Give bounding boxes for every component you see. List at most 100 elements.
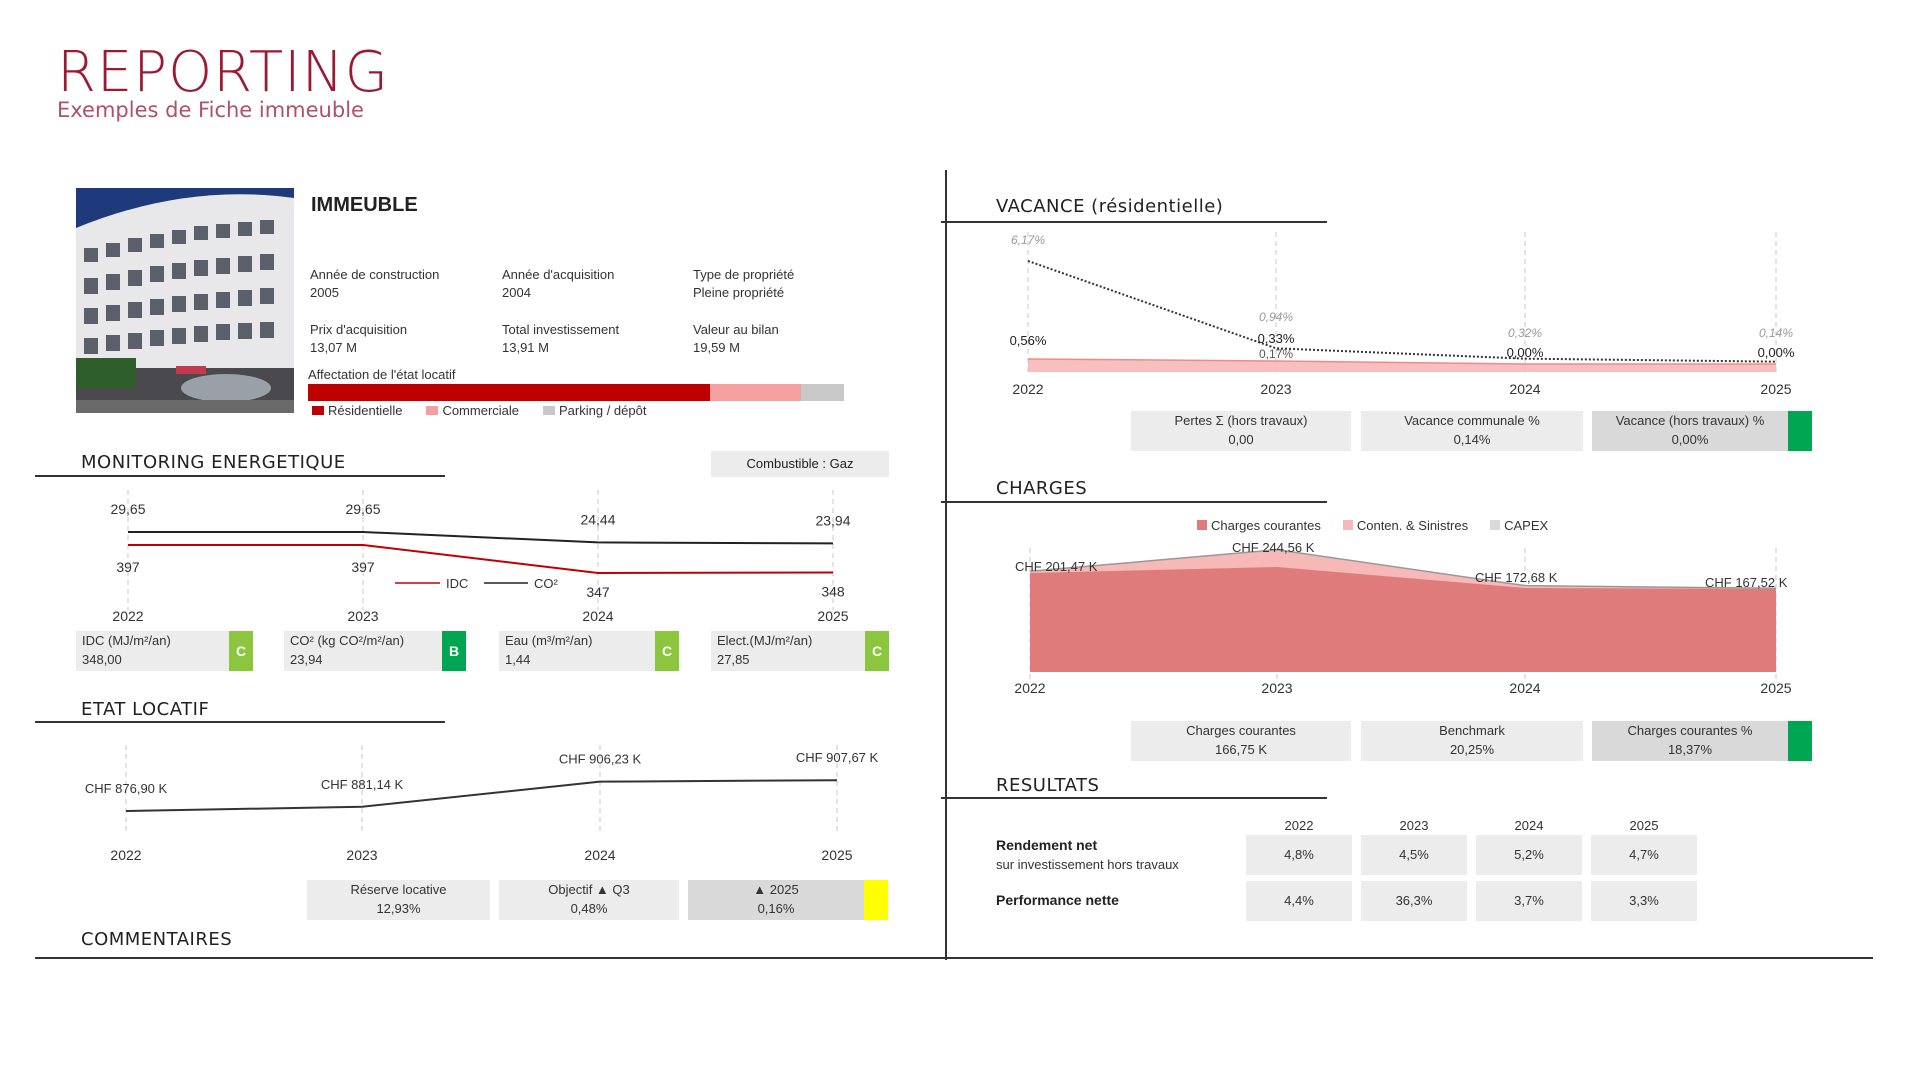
box-value: 166,75 K (1214, 742, 1268, 757)
building-title: IMMEUBLE (311, 194, 418, 216)
charges-percent-box: Charges courantes % 18,37% (1592, 721, 1788, 761)
grade-badge: C (229, 631, 253, 671)
fact-property-type: Type de propriété Pleine propriété (693, 266, 794, 302)
residential-vacancy-area (1028, 358, 1776, 372)
fact-book-value: Valeur au bilan 19,59 M (693, 321, 779, 357)
residential-data-label: 0,00% (1507, 345, 1544, 360)
residential-vacancy-line (1027, 358, 1776, 365)
fact-value: 2004 (502, 285, 531, 300)
x-tick-label: 2025 (821, 847, 852, 863)
rental-data-label: CHF 881,14 K (321, 777, 404, 792)
fact-total-investment: Total investissement 13,91 M (502, 321, 619, 357)
legend-parking: Parking / dépôt (543, 403, 646, 418)
kpi-label: Eau (m³/m²/an) (505, 633, 593, 648)
vacancy-residential-box: Vacance (hors travaux) % 0,00% (1592, 411, 1788, 451)
communal-vacancy-line (1027, 260, 1777, 363)
fuel-badge: Combustible : Gaz (711, 451, 889, 477)
total-line (1029, 548, 1777, 589)
co2-data-label: 23,94 (815, 512, 850, 528)
kpi-value: 348,00 (82, 652, 122, 667)
legend-swatch (543, 406, 556, 415)
charges-data-label: CHF 201,47 K (1015, 559, 1098, 574)
vacancy-chart: 2022 2023 2024 2025 6,17% 0,94% 0,32% 0,14% 0,56… (1010, 232, 1795, 397)
fact-label: Prix d'acquisition (310, 322, 408, 337)
legend-co2-label: CO² (534, 576, 559, 591)
fact-label: Total investissement (502, 322, 620, 337)
vacancy-losses-box: Pertes Σ (hors travaux) 0,00 (1131, 411, 1351, 451)
x-tick-label: 2023 (1261, 680, 1292, 696)
fact-label: Année d'acquisition (502, 267, 615, 282)
extra-data-label: 0,17% (1259, 347, 1293, 361)
x-tick-label: 2024 (1509, 680, 1540, 696)
box-label: ▲ 2025 (753, 882, 799, 897)
fact-label: Type de propriété (693, 267, 795, 282)
kpi-value: 27,85 (717, 652, 750, 667)
co2-data-label: 29,65 (110, 501, 145, 517)
legend-swatch (1490, 520, 1501, 530)
results-rule (941, 797, 1327, 799)
kpi-label: CO² (kg CO²/m²/an) (290, 633, 405, 648)
box-label: Objectif ▲ Q3 (548, 882, 630, 897)
legend-swatch (1197, 520, 1207, 530)
kpi-label: IDC (MJ/m²/an) (82, 633, 171, 648)
legend-charges-courantes: Charges courantes (1197, 518, 1321, 533)
legend-commercial: Commerciale (426, 403, 519, 418)
residential-data-label: 0,33% (1258, 331, 1295, 346)
status-flag-green (1788, 411, 1812, 451)
results-year: 2023 (1399, 818, 1429, 833)
charges-courantes-area (1030, 567, 1776, 672)
result-label-net-yield: Rendement net (996, 837, 1098, 853)
building-photo (76, 188, 294, 413)
rental-data-label: CHF 907,67 K (796, 750, 879, 765)
x-tick-label: 2025 (1760, 381, 1791, 397)
fact-acquisition-year: Année d'acquisition 2004 (502, 266, 614, 302)
box-label: Vacance communale % (1404, 413, 1540, 428)
box-value: 0,00 (1228, 432, 1254, 447)
energy-rule (35, 475, 445, 477)
x-tick-label: 2022 (112, 608, 143, 624)
affectation-bar (308, 384, 844, 401)
vacancy-communal-box: Vacance communale % 0,14% (1361, 411, 1583, 451)
co2-data-label: 29,65 (345, 501, 380, 517)
result-sublabel: sur investissement hors travaux (996, 857, 1179, 872)
results-year: 2025 (1629, 818, 1659, 833)
fact-value: 2005 (310, 285, 339, 300)
fact-label: Année de construction (310, 267, 440, 282)
box-value: 20,25% (1449, 742, 1495, 757)
kpi-co2: CO² (kg CO²/m²/an) 23,94 B (284, 631, 466, 671)
residential-data-label: 0,00% (1758, 345, 1795, 360)
result-cell: 36,3% (1361, 881, 1467, 921)
charges-benchmark-box: Benchmark 20,25% (1361, 721, 1583, 761)
communal-data-label: 0,94% (1259, 310, 1293, 324)
box-value: 12,93% (376, 901, 421, 916)
affectation-legend: Résidentielle Commerciale Parking / dépô… (312, 403, 646, 418)
co2-line (128, 531, 834, 545)
idc-line (128, 544, 834, 575)
charges-legend: Charges courantes Conten. & Sinistres CA… (1197, 518, 1548, 533)
charges-data-label: CHF 244,56 K (1232, 540, 1315, 555)
charges-current-box: Charges courantes 166,75 K (1131, 721, 1351, 761)
legend-conten-sinistres: Conten. & Sinistres (1342, 518, 1468, 533)
box-value: 0,14% (1453, 432, 1491, 447)
box-label: Charges courantes % (1627, 723, 1753, 738)
box-label: Charges courantes (1186, 723, 1296, 738)
results-year: 2024 (1514, 818, 1544, 833)
vacancy-section-title: VACANCE (résidentielle) (996, 196, 1224, 217)
kpi-value: 23,94 (290, 652, 323, 667)
fact-acquisition-price: Prix d'acquisition 13,07 M (310, 321, 407, 357)
x-tick-label: 2024 (1509, 381, 1540, 397)
legend-swatch (1342, 520, 1353, 530)
communal-data-label: 0,14% (1759, 326, 1793, 340)
affectation-segment (710, 384, 802, 401)
fact-value: 19,59 M (693, 340, 740, 355)
status-flag-green (1788, 721, 1812, 761)
fact-value: 13,91 M (502, 340, 549, 355)
x-tick-label: 2022 (1014, 680, 1045, 696)
kpi-label: Elect.(MJ/m²/an) (717, 633, 813, 648)
legend-idc-label: IDC (446, 576, 468, 591)
grade-badge: C (865, 631, 889, 671)
idc-data-label: 347 (586, 584, 610, 600)
result-cell: 4,5% (1361, 835, 1467, 875)
rental-chart: 2022 2023 2024 2025 CHF 876,90 K CHF 881,14 K… (85, 745, 879, 863)
energy-chart: 2022 2023 2024 2025 29,65 397 29,65 397 24,44 347… (110, 490, 851, 624)
